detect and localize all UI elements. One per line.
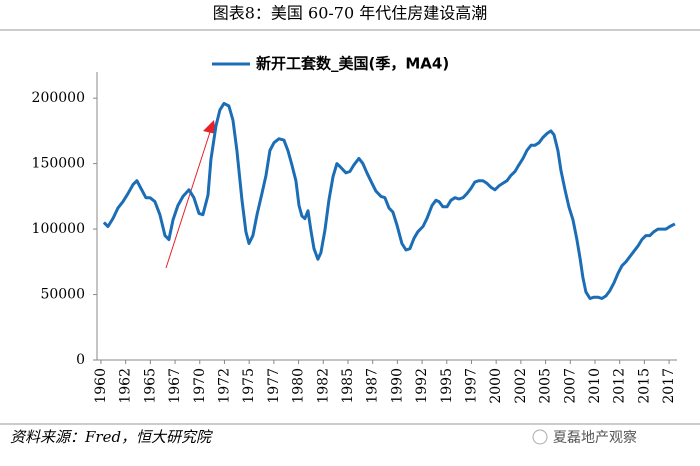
x-tick-label: 1997 — [463, 368, 479, 404]
x-tick-label: 1972 — [216, 368, 232, 404]
x-tick-label: 1967 — [167, 368, 183, 404]
y-tick-label: 0 — [76, 352, 85, 368]
x-tick-label: 1970 — [192, 368, 208, 404]
x-tick-label: 1992 — [414, 368, 430, 404]
x-tick-label: 2002 — [513, 368, 529, 404]
x-tick-label: 1962 — [118, 368, 134, 404]
x-tick-label: 1990 — [389, 368, 405, 404]
y-tick-label: 100000 — [32, 221, 85, 237]
x-tick-label: 2005 — [538, 368, 554, 404]
x-tick-label: 1987 — [365, 368, 381, 404]
source-note: 资料来源：Fred，恒大研究院 — [10, 428, 213, 446]
x-tick-label: 2017 — [661, 368, 677, 404]
chart-title: 图表8：美国 60-70 年代住房建设高潮 — [213, 4, 487, 23]
legend-label: 新开工套数_美国(季，MA4) — [256, 55, 449, 73]
x-tick-label: 2015 — [636, 368, 652, 404]
x-tick-label: 1977 — [266, 368, 282, 404]
x-tick-label: 1965 — [142, 368, 158, 404]
x-tick-label: 1985 — [340, 368, 356, 404]
watermark: 夏磊地产观察 — [553, 429, 637, 446]
watermark-icon — [532, 429, 548, 445]
x-tick-label: 2010 — [587, 368, 603, 404]
x-tick-label: 1960 — [93, 368, 109, 404]
x-tick-label: 2012 — [612, 368, 628, 404]
x-tick-label: 1982 — [315, 368, 331, 404]
y-tick-label: 150000 — [32, 156, 85, 172]
annotation-arrow — [165, 131, 211, 269]
x-tick-label: 1995 — [439, 368, 455, 404]
x-tick-label: 2000 — [488, 368, 504, 404]
y-tick-label: 200000 — [32, 90, 85, 106]
annotation-arrowhead — [203, 120, 216, 134]
x-tick-label: 1975 — [241, 368, 257, 404]
y-tick-label: 50000 — [40, 287, 85, 303]
x-tick-label: 1980 — [291, 368, 307, 404]
data-line — [102, 101, 676, 300]
x-tick-label: 2007 — [562, 368, 578, 404]
